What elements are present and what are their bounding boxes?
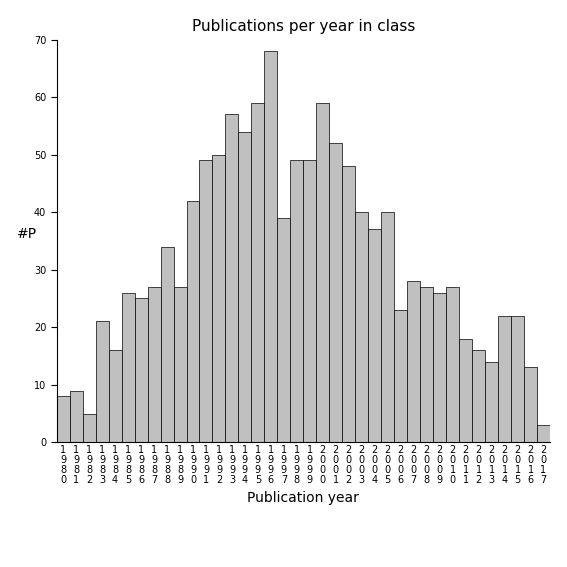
Bar (147, 287, 160, 442)
Y-axis label: #P: #P (17, 227, 37, 241)
Bar (121, 293, 134, 442)
Bar (264, 51, 277, 442)
Bar (329, 143, 342, 442)
Bar (290, 160, 303, 442)
Bar (187, 201, 200, 442)
Bar (83, 413, 96, 442)
Bar (316, 103, 329, 442)
Bar (213, 155, 226, 442)
Bar (537, 425, 550, 442)
Bar (356, 212, 368, 442)
Bar (381, 212, 394, 442)
Bar (342, 166, 356, 442)
Bar (96, 321, 109, 442)
Bar (239, 132, 251, 442)
Bar (200, 160, 213, 442)
X-axis label: Publication year: Publication year (247, 490, 359, 505)
Bar (109, 350, 121, 442)
Bar (303, 160, 316, 442)
Title: Publications per year in class: Publications per year in class (192, 19, 415, 35)
Bar (160, 247, 174, 442)
Bar (70, 391, 83, 442)
Bar (433, 293, 446, 442)
Bar (277, 218, 290, 442)
Bar (446, 287, 459, 442)
Bar (57, 396, 70, 442)
Bar (368, 230, 381, 442)
Bar (485, 362, 498, 442)
Bar (394, 310, 407, 442)
Bar (459, 338, 472, 442)
Bar (251, 103, 264, 442)
Bar (134, 298, 147, 442)
Bar (524, 367, 537, 442)
Bar (511, 316, 524, 442)
Bar (407, 281, 420, 442)
Bar (174, 287, 187, 442)
Bar (420, 287, 433, 442)
Bar (472, 350, 485, 442)
Bar (498, 316, 511, 442)
Bar (226, 115, 239, 442)
